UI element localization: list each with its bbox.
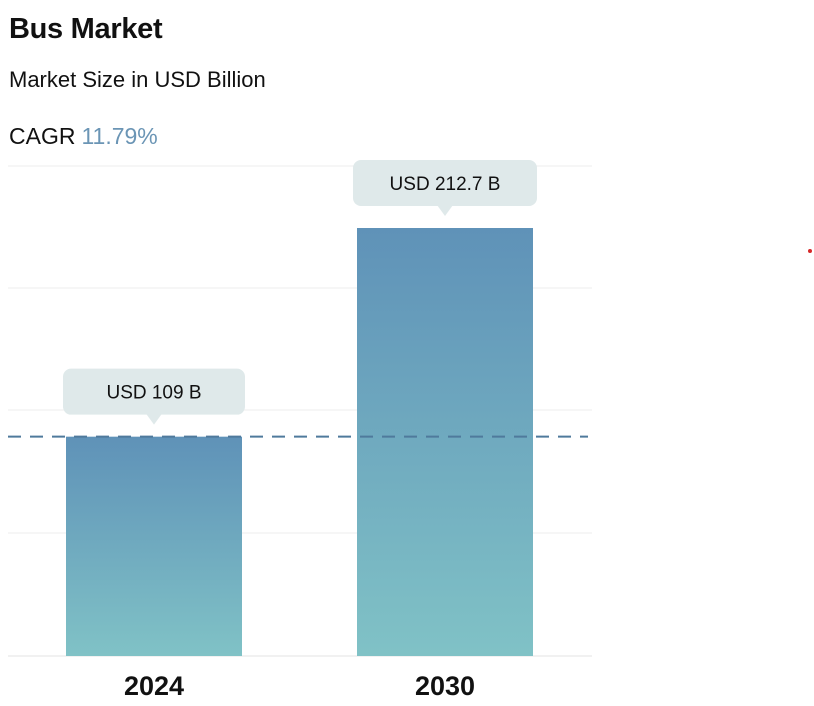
callout-text: USD 212.7 B [390,174,501,195]
callout-text: USD 109 B [106,383,201,404]
cagr-line: CAGR 11.79% [9,123,158,150]
marker-dot [808,249,812,253]
bar-2030 [357,228,533,656]
x-axis-ticks: 2024 2030 [124,671,475,701]
x-tick-2024: 2024 [124,671,184,701]
cagr-value: 11.79% [81,123,158,149]
chart-subtitle: Market Size in USD Billion [9,67,266,92]
data-label-2030: USD 212.7 B [353,160,537,217]
callout-box [353,160,537,207]
data-label-2024: USD 109 B [63,368,245,425]
bar-2024 [66,436,242,656]
data-labels: USD 109 B USD 212.7 B [63,160,537,425]
callout-pointer [437,205,453,217]
callout-pointer [146,413,162,425]
callout-box [63,368,245,415]
bars [66,228,533,656]
x-tick-2030: 2030 [415,671,475,701]
chart-title: Bus Market [9,13,163,45]
cagr-label: CAGR [9,123,76,149]
